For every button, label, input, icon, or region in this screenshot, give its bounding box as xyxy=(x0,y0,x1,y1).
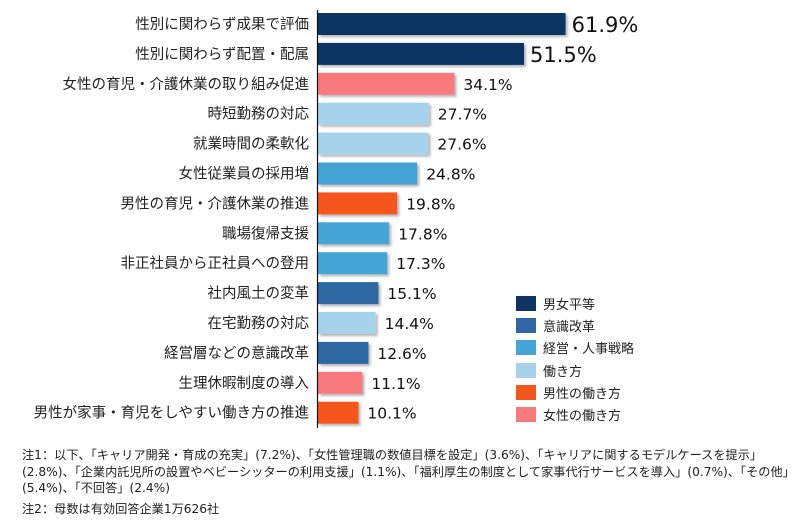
legend-swatch xyxy=(516,407,536,423)
legend-item: 経営・人事戦略 xyxy=(516,337,634,359)
value-label: 24.8% xyxy=(426,166,475,184)
bar xyxy=(318,72,455,95)
bar xyxy=(318,42,524,65)
legend-label: 意識改革 xyxy=(543,319,596,335)
legend-label: 男女平等 xyxy=(543,297,596,313)
category-label: 性別に関わらず配置・配属 xyxy=(135,46,309,63)
footnotes: 注1：以下、「キャリア開発・育成の充実」(7.2%)、「女性管理職の数値目標を設… xyxy=(22,447,792,517)
category-label: 性別に関わらず成果で評価 xyxy=(135,16,309,33)
legend: 男女平等意識改革経営・人事戦略 働き方男性の働き方 女性の働き方 xyxy=(516,292,634,426)
category-label: 社内風土の変革 xyxy=(208,285,310,302)
legend-swatch xyxy=(516,384,536,400)
bar xyxy=(318,371,363,394)
value-label: 27.7% xyxy=(438,106,487,124)
value-label: 19.8% xyxy=(406,195,455,213)
category-label: 非正社員から正社員への登用 xyxy=(121,255,310,272)
category-label: 時短勤務の対応 xyxy=(208,106,310,123)
bar xyxy=(318,401,359,424)
category-label: 男性が家事・育児をしやすい働き方の推進 xyxy=(34,405,310,422)
category-label: 職場復帰支援 xyxy=(222,224,309,242)
value-label: 14.4% xyxy=(385,315,434,333)
legend-swatch xyxy=(516,295,536,311)
legend-label: 男性の働き方 xyxy=(543,386,622,402)
legend-item: 男女平等 xyxy=(516,292,634,314)
category-labels: 性別に関わらず成果で評価性別に関わらず配置・配属女性の育児・介護休業の取り組み促… xyxy=(34,16,310,422)
value-label: 27.6% xyxy=(437,136,486,154)
category-label: 経営層などの意識改革 xyxy=(164,344,309,362)
bars-layer xyxy=(318,13,566,424)
value-label: 17.8% xyxy=(398,225,447,243)
value-label: 61.9% xyxy=(572,13,639,37)
bar xyxy=(318,312,376,334)
bar xyxy=(318,222,390,245)
bar xyxy=(318,252,388,275)
category-label: 生理休暇制度の導入 xyxy=(179,375,310,392)
bar xyxy=(318,132,429,155)
legend-item: 働き方 xyxy=(516,359,634,381)
bar xyxy=(318,341,369,364)
bar xyxy=(318,282,379,305)
category-label: 在宅勤務の対応 xyxy=(208,315,310,332)
bar xyxy=(318,13,566,35)
bar xyxy=(318,102,429,125)
value-label: 15.1% xyxy=(387,285,436,303)
legend-item: 男性の働き方 xyxy=(516,381,634,403)
category-label: 就業時間の柔軟化 xyxy=(193,136,309,153)
value-label: 10.1% xyxy=(367,405,416,423)
note-1: 注1：以下、「キャリア開発・育成の充実」(7.2%)、「女性管理職の数値目標を設… xyxy=(22,448,789,495)
value-label: 34.1% xyxy=(463,76,512,94)
note-2: 注2：母数は有効回答企業1万626社 xyxy=(22,501,220,516)
value-label: 12.6% xyxy=(377,345,426,363)
value-labels: 61.9% 51.5% 34.1% 27.7% 27.6% 24.8% 19.8% 17.8%… xyxy=(367,13,638,423)
value-label: 11.1% xyxy=(371,375,420,393)
legend-swatch xyxy=(516,317,536,333)
legend-label: 経営・人事戦略 xyxy=(543,342,635,358)
legend-item: 意識改革 xyxy=(516,314,634,336)
category-label: 男性の育児・介護休業の推進 xyxy=(121,195,310,212)
category-label: 女性従業員の採用増 xyxy=(179,165,310,183)
legend-label: 働き方 xyxy=(543,364,583,380)
legend-item: 女性の働き方 xyxy=(516,403,634,425)
legend-swatch xyxy=(516,362,536,378)
bar-chart: 性別に関わらず成果で評価性別に関わらず配置・配属女性の育児・介護休業の取り組み促… xyxy=(34,10,638,428)
value-label: 51.5% xyxy=(530,43,597,67)
value-label: 17.3% xyxy=(396,255,445,273)
category-label: 女性の育児・介護休業の取り組み促進 xyxy=(63,75,310,93)
legend-swatch xyxy=(516,340,536,356)
bar xyxy=(318,192,398,215)
legend-label: 女性の働き方 xyxy=(543,409,622,425)
bar xyxy=(318,162,418,185)
